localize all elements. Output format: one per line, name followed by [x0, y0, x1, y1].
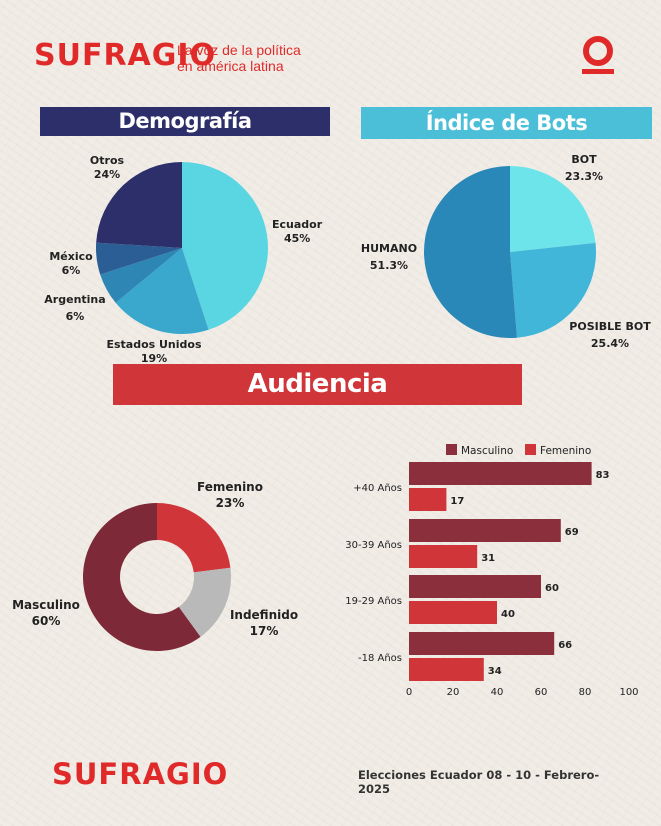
- bar-femenino-19-29-anos: [409, 601, 497, 624]
- bar-value-femenino-30-39-anos: 31: [481, 553, 495, 564]
- bots-banner: Índice de Bots: [361, 107, 652, 139]
- bar-femenino-40-anos: [409, 488, 447, 511]
- demografia-banner: Demografía: [40, 107, 330, 136]
- bar-value-masculino-30-39-anos: 69: [565, 527, 579, 538]
- bar-legend: Masculino Femenino: [446, 444, 591, 457]
- bar-masculino-18-anos: [409, 632, 555, 655]
- legend-label-masculino: Masculino: [461, 445, 513, 457]
- bar-value-masculino-19-29-anos: 60: [545, 583, 559, 594]
- footer-election-date: Elecciones Ecuador 08 - 10 - Febrero-202…: [358, 768, 600, 796]
- brand-logo: SUFRAGIO: [34, 38, 217, 73]
- bar-value-masculino-40-anos: 83: [596, 470, 610, 481]
- bar-value-femenino-18-anos: 34: [488, 666, 502, 677]
- tagline-line-2: en américa latina: [177, 58, 284, 74]
- category-label-30-39-anos: 30-39 Años: [345, 540, 402, 551]
- x-tick-0: 0: [406, 687, 412, 698]
- bar-value-femenino-40-anos: 17: [450, 496, 464, 507]
- x-tick-80: 80: [579, 687, 592, 698]
- bar-masculino-40-anos: [409, 462, 592, 485]
- legend-label-femenino: Femenino: [540, 445, 591, 457]
- x-tick-100: 100: [619, 687, 638, 698]
- tagline-line-1: La voz de la política: [177, 42, 301, 58]
- footer-brand-logo: SUFRAGIO: [52, 757, 229, 791]
- bar-femenino-30-39-anos: [409, 545, 478, 568]
- legend-swatch-masculino: [446, 444, 457, 455]
- tagline: La voz de la política en américa latina: [177, 42, 377, 74]
- x-tick-60: 60: [535, 687, 548, 698]
- audiencia-banner: Audiencia: [113, 364, 522, 405]
- x-tick-20: 20: [447, 687, 460, 698]
- x-tick-40: 40: [491, 687, 504, 698]
- bar-masculino-19-29-anos: [409, 575, 541, 598]
- category-label-18-anos: -18 Años: [358, 653, 402, 664]
- bar-value-femenino-19-29-anos: 40: [501, 609, 515, 620]
- sufragio-logo-icon: [582, 36, 614, 74]
- bar-masculino-30-39-anos: [409, 519, 561, 542]
- category-label-40-anos: +40 Años: [353, 483, 402, 494]
- bar-value-masculino-18-anos: 66: [558, 640, 572, 651]
- category-label-19-29-anos: 19-29 Años: [345, 596, 402, 607]
- legend-swatch-femenino: [525, 444, 536, 455]
- bar-femenino-18-anos: [409, 658, 484, 681]
